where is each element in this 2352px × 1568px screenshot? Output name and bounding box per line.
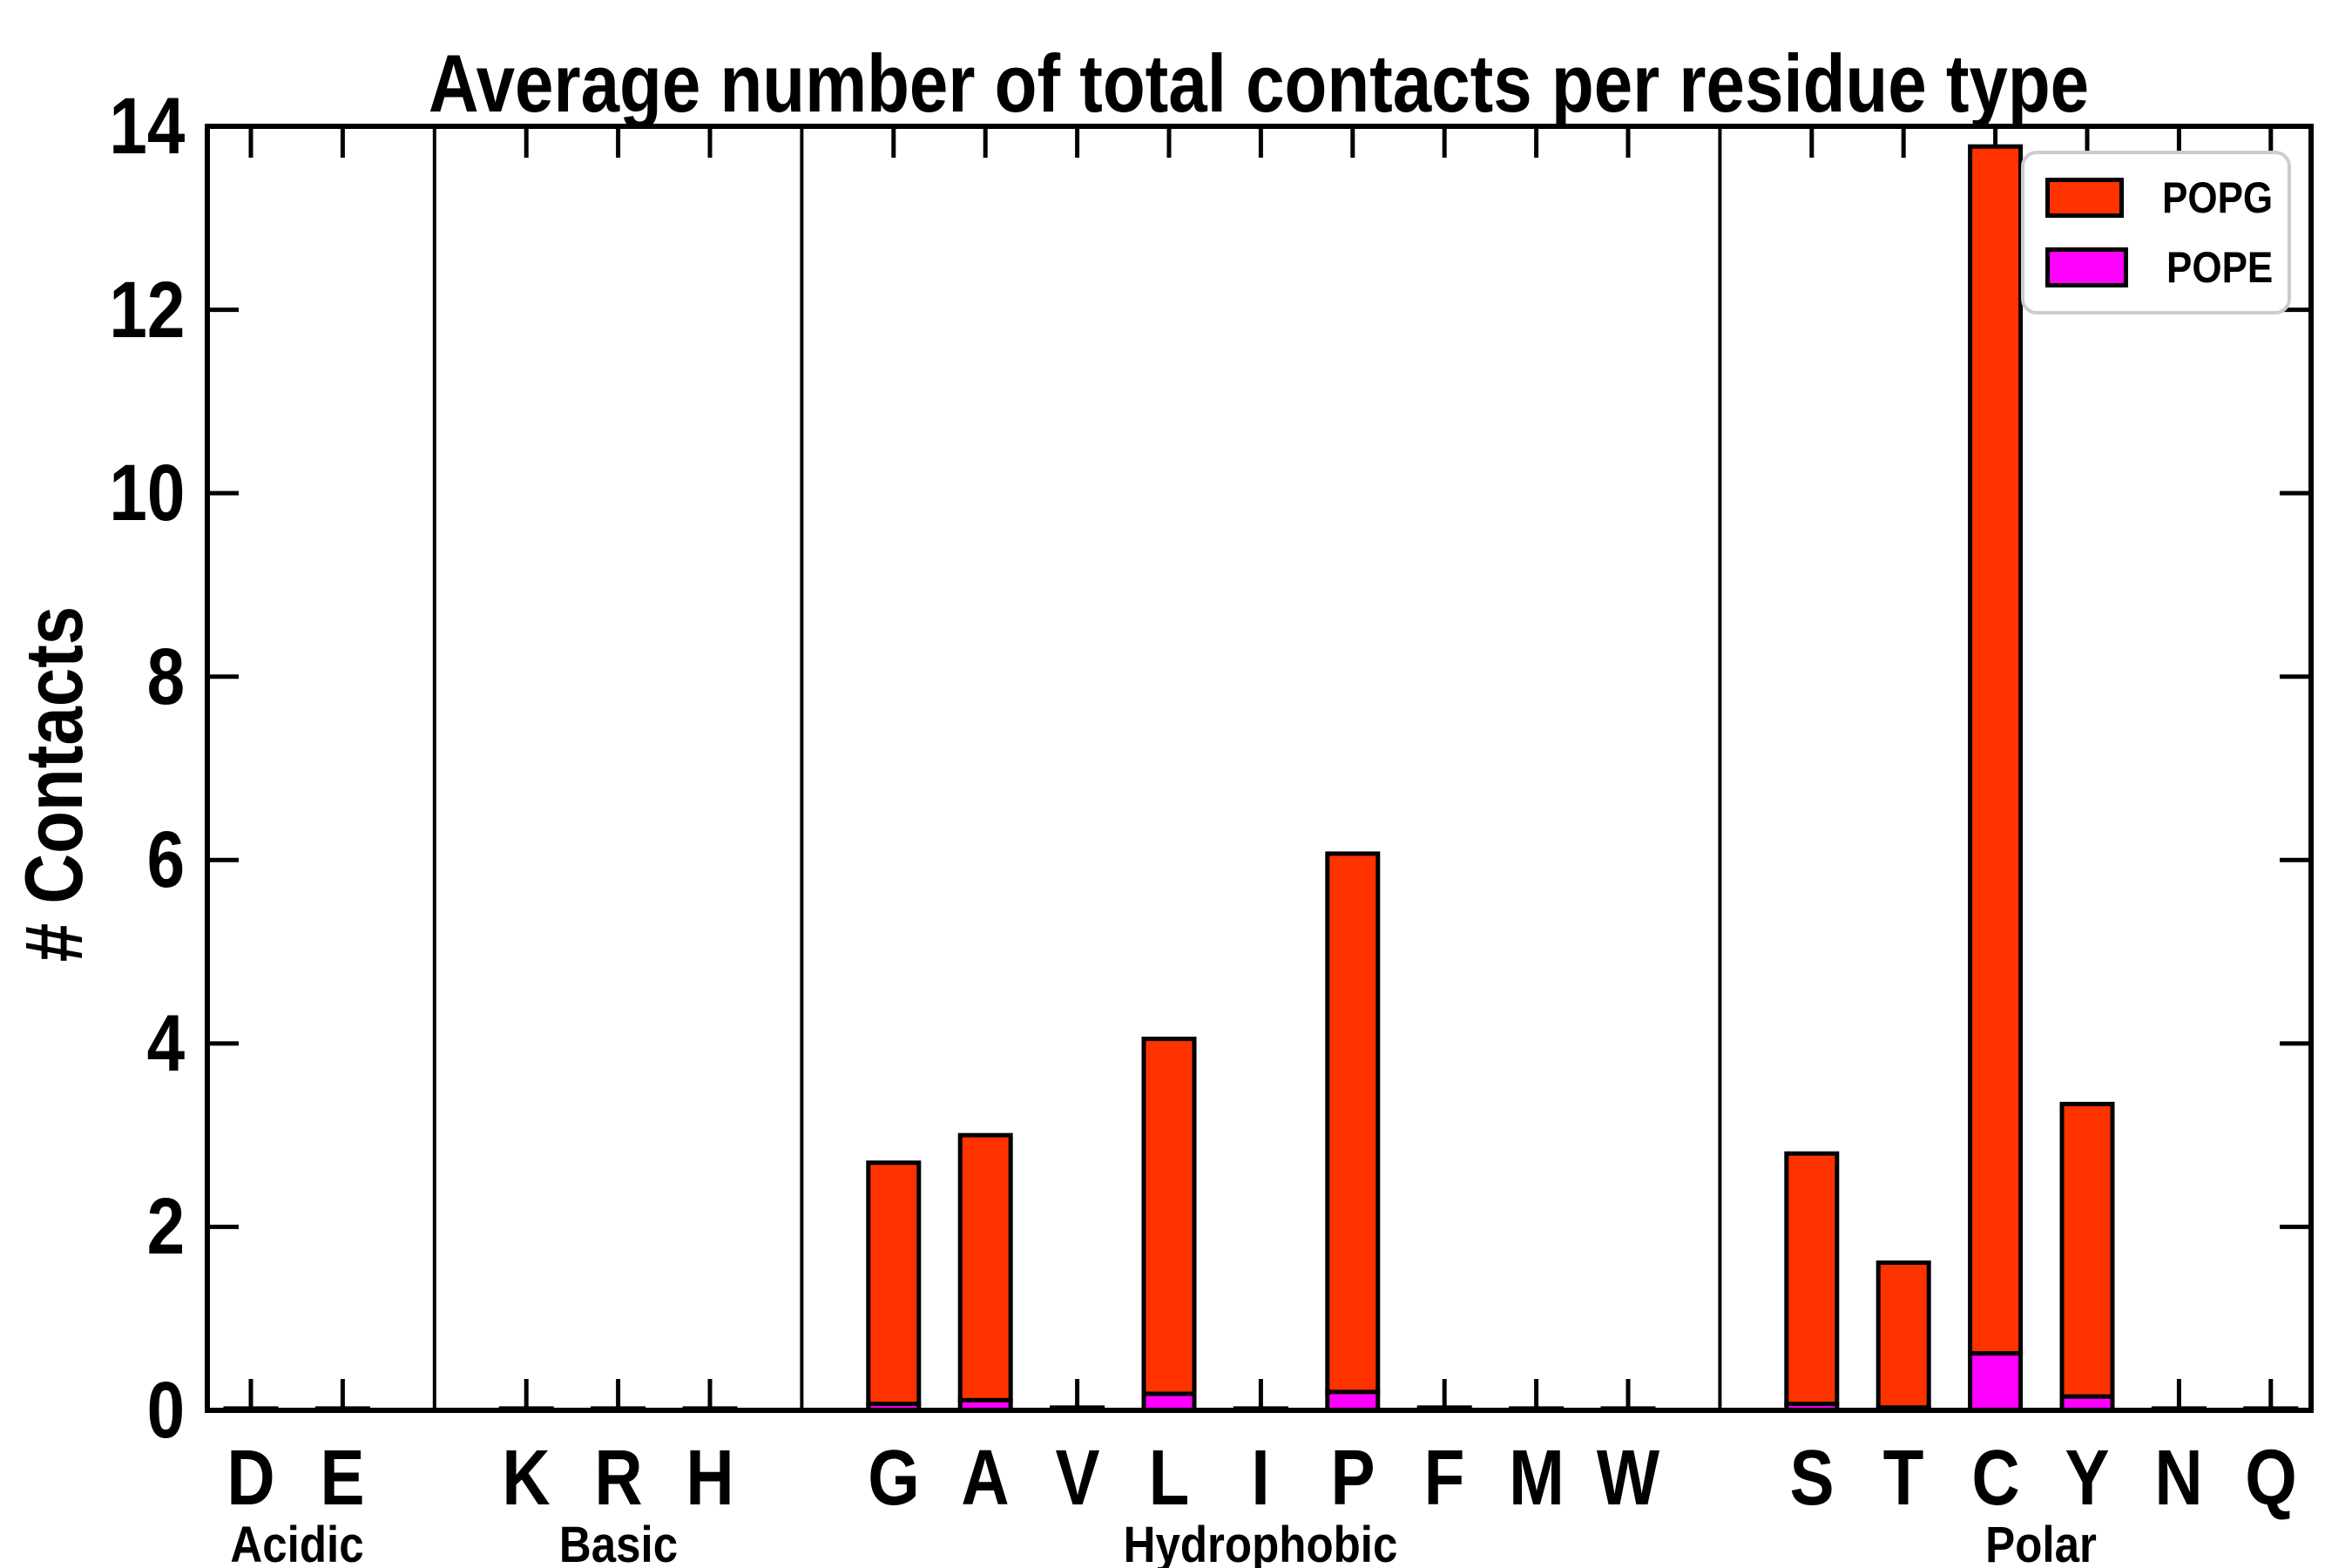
x-tick-label-Q: Q bbox=[2245, 1435, 2297, 1522]
x-tick-label-F: F bbox=[1423, 1435, 1465, 1522]
legend-item-pope: POPE bbox=[2045, 242, 2288, 293]
legend: POPG POPE bbox=[2021, 151, 2291, 314]
axis-frame bbox=[205, 124, 2314, 1413]
legend-label-popg: POPG bbox=[2161, 173, 2273, 223]
bar-T-POPG bbox=[1876, 1260, 1931, 1410]
x-tick-label-V: V bbox=[1055, 1435, 1100, 1522]
legend-swatch-pope bbox=[2045, 247, 2129, 287]
x-tick-label-K: K bbox=[502, 1435, 551, 1522]
bar-Y-POPG bbox=[2059, 1101, 2115, 1399]
x-tick-label-E: E bbox=[320, 1435, 365, 1522]
x-tick-label-M: M bbox=[1508, 1435, 1565, 1522]
bar-P-POPG bbox=[1325, 851, 1381, 1395]
group-label-acidic: Acidic bbox=[230, 1517, 364, 1568]
x-tick-label-D: D bbox=[226, 1435, 275, 1522]
bar-C-POPE bbox=[1968, 1351, 2024, 1413]
group-label-hydrophobic: Hydrophobic bbox=[1124, 1517, 1398, 1568]
bar-A-POPG bbox=[957, 1132, 1013, 1402]
legend-item-popg: POPG bbox=[2045, 172, 2288, 223]
x-tick-label-H: H bbox=[686, 1435, 734, 1522]
bar-L-POPG bbox=[1141, 1037, 1197, 1396]
x-tick-label-I: I bbox=[1251, 1435, 1271, 1522]
bar-G-POPG bbox=[866, 1160, 922, 1407]
x-tick-label-S: S bbox=[1789, 1435, 1835, 1522]
y-tick-label-0: 0 bbox=[146, 1366, 185, 1455]
x-tick-label-C: C bbox=[1970, 1435, 2020, 1522]
legend-swatch-popg bbox=[2045, 178, 2124, 219]
x-tick-label-T: T bbox=[1882, 1435, 1924, 1522]
group-label-polar: Polar bbox=[1985, 1517, 2098, 1568]
bar-C-POPG bbox=[1968, 144, 2024, 1356]
y-tick-label-14: 14 bbox=[109, 82, 185, 171]
x-tick-label-L: L bbox=[1148, 1435, 1190, 1522]
legend-label-pope: POPE bbox=[2166, 242, 2274, 292]
y-tick-label-10: 10 bbox=[109, 449, 185, 538]
x-tick-label-Y: Y bbox=[2065, 1435, 2110, 1522]
x-tick-label-G: G bbox=[868, 1435, 920, 1522]
x-tick-label-R: R bbox=[593, 1435, 643, 1522]
x-tick-label-P: P bbox=[1330, 1435, 1375, 1522]
bar-S-POPG bbox=[1784, 1151, 1840, 1407]
y-tick-label-8: 8 bbox=[146, 632, 185, 721]
y-tick-label-4: 4 bbox=[146, 998, 185, 1088]
chart-title: Average number of total contacts per res… bbox=[428, 37, 2090, 129]
x-tick-label-W: W bbox=[1596, 1435, 1660, 1522]
y-tick-label-6: 6 bbox=[146, 815, 185, 905]
bar-P-POPE bbox=[1325, 1389, 1381, 1413]
x-tick-label-N: N bbox=[2154, 1435, 2204, 1522]
x-tick-label-A: A bbox=[961, 1435, 1010, 1522]
y-tick-label-12: 12 bbox=[109, 265, 185, 355]
group-label-basic: Basic bbox=[558, 1517, 678, 1568]
y-tick-label-2: 2 bbox=[146, 1182, 185, 1272]
